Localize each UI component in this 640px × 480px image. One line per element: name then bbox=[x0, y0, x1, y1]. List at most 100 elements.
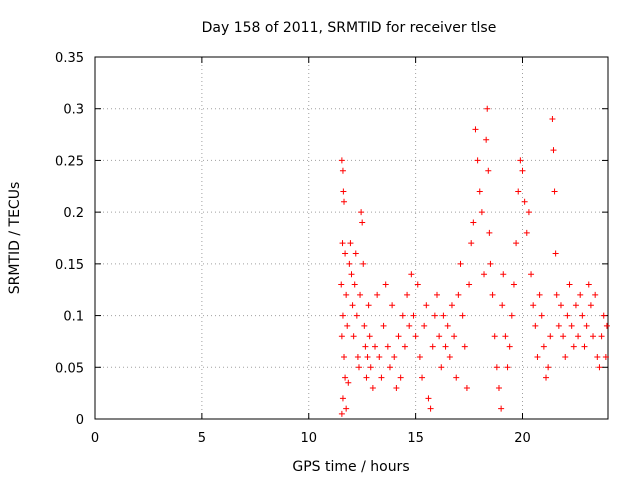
data-point bbox=[493, 364, 500, 371]
x-tick-label: 10 bbox=[300, 431, 317, 446]
plot-frame bbox=[94, 56, 609, 420]
data-point bbox=[528, 271, 535, 278]
y-tick-label: 0.15 bbox=[55, 258, 84, 273]
data-point bbox=[378, 374, 385, 381]
data-point bbox=[555, 322, 562, 329]
data-point bbox=[602, 353, 609, 360]
data-point bbox=[339, 395, 346, 402]
data-point bbox=[451, 333, 458, 340]
x-tick-label: 20 bbox=[514, 431, 531, 446]
data-point bbox=[374, 291, 381, 298]
data-point bbox=[553, 291, 560, 298]
data-point bbox=[566, 281, 573, 288]
data-point bbox=[391, 353, 398, 360]
data-point bbox=[384, 343, 391, 350]
data-point bbox=[427, 405, 434, 412]
data-point bbox=[343, 405, 350, 412]
data-point bbox=[397, 374, 404, 381]
data-point bbox=[404, 291, 411, 298]
y-tick-label: 0.3 bbox=[63, 103, 84, 118]
data-point bbox=[349, 302, 356, 309]
x-tick-label: 5 bbox=[198, 431, 206, 446]
data-point bbox=[583, 322, 590, 329]
data-point bbox=[594, 353, 601, 360]
data-point bbox=[440, 312, 447, 319]
data-point bbox=[510, 281, 517, 288]
data-point bbox=[568, 322, 575, 329]
data-point bbox=[416, 353, 423, 360]
data-point bbox=[364, 353, 371, 360]
data-point bbox=[442, 343, 449, 350]
data-point bbox=[338, 333, 345, 340]
x-axis: 0 5 10 15 20 bbox=[91, 57, 531, 446]
data-point bbox=[557, 302, 564, 309]
y-tick-label: 0.35 bbox=[55, 51, 84, 66]
data-point bbox=[570, 343, 577, 350]
data-point bbox=[414, 281, 421, 288]
data-point bbox=[547, 333, 554, 340]
data-point bbox=[345, 379, 352, 386]
data-point bbox=[401, 343, 408, 350]
data-point bbox=[468, 240, 475, 247]
data-point bbox=[342, 374, 349, 381]
data-points bbox=[338, 105, 610, 417]
y-tick-label: 0.2 bbox=[63, 206, 84, 221]
data-point bbox=[341, 198, 348, 205]
data-point bbox=[508, 312, 515, 319]
data-point bbox=[523, 229, 530, 236]
data-point bbox=[476, 188, 483, 195]
data-point bbox=[341, 353, 348, 360]
data-point bbox=[438, 364, 445, 371]
data-point bbox=[540, 343, 547, 350]
data-point bbox=[502, 333, 509, 340]
data-point bbox=[348, 271, 355, 278]
y-tick-label: 0 bbox=[76, 413, 84, 428]
data-point bbox=[459, 312, 466, 319]
data-point bbox=[421, 322, 428, 329]
data-point bbox=[478, 209, 485, 216]
data-point bbox=[560, 333, 567, 340]
x-tick-label: 0 bbox=[91, 431, 99, 446]
data-point bbox=[339, 312, 346, 319]
data-point bbox=[357, 291, 364, 298]
data-point bbox=[552, 250, 559, 257]
data-point bbox=[367, 364, 374, 371]
data-point bbox=[498, 405, 505, 412]
data-point bbox=[395, 333, 402, 340]
data-point bbox=[581, 343, 588, 350]
y-axis: 0 0.05 0.1 0.15 0.2 0.25 0.3 0.35 bbox=[55, 51, 608, 428]
data-point bbox=[474, 157, 481, 164]
data-point bbox=[389, 302, 396, 309]
data-point bbox=[530, 302, 537, 309]
data-point bbox=[344, 322, 351, 329]
data-point bbox=[380, 322, 387, 329]
data-point bbox=[472, 126, 479, 133]
data-point bbox=[352, 250, 359, 257]
data-point bbox=[517, 157, 524, 164]
data-point bbox=[562, 353, 569, 360]
data-point bbox=[506, 343, 513, 350]
data-point bbox=[513, 240, 520, 247]
data-point bbox=[353, 312, 360, 319]
data-point bbox=[549, 116, 556, 123]
data-point bbox=[587, 302, 594, 309]
data-point bbox=[483, 136, 490, 143]
data-point bbox=[532, 322, 539, 329]
data-point bbox=[485, 167, 492, 174]
data-point bbox=[339, 240, 346, 247]
data-point bbox=[534, 353, 541, 360]
data-point bbox=[366, 333, 373, 340]
data-point bbox=[444, 322, 451, 329]
data-point bbox=[361, 322, 368, 329]
y-axis-title: SRMTID / TECUs bbox=[7, 182, 23, 295]
data-point bbox=[342, 250, 349, 257]
data-point bbox=[338, 410, 345, 417]
data-point bbox=[461, 343, 468, 350]
data-point bbox=[365, 302, 372, 309]
data-point bbox=[369, 384, 376, 391]
data-point bbox=[355, 364, 362, 371]
data-point bbox=[376, 353, 383, 360]
data-point bbox=[448, 302, 455, 309]
data-point bbox=[429, 343, 436, 350]
